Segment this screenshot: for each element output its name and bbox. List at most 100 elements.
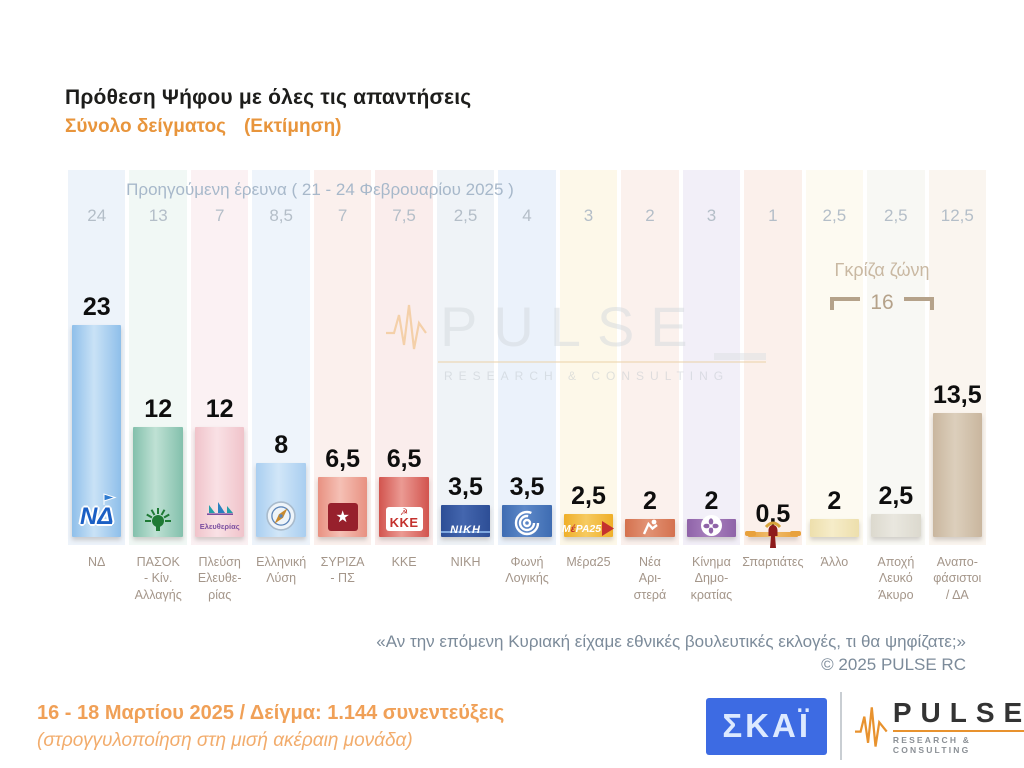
pulse-logo: PULSE RESEARCH & CONSULTING — [855, 697, 1024, 755]
page-subtitle: Σύνολο δείγματος (Εκτίμηση) — [65, 116, 342, 138]
previous-value: 13 — [148, 206, 168, 225]
pulse-logo-text: PULSE — [892, 697, 1024, 728]
previous-value: 8,5 — [269, 206, 293, 225]
bar-value-label: 2,5 — [571, 482, 606, 510]
party-label-syriza-ps: ΣΥΡΙΖΑ - ΠΣ — [320, 555, 365, 586]
party-column-nea-aristera: 2 2 Νέα Αρι-στερά — [621, 170, 679, 602]
party-column-kinima-dimokratias: 3 2 Κίνημα Δημο-κρατίας — [682, 170, 741, 602]
party-label-apochi-lefko-akyro: Αποχή Λευκό Άκυρο — [877, 555, 915, 602]
question-block: «Αν την επόμενη Κυριακή είχαμε εθνικές β… — [376, 631, 966, 677]
spartiates-warrior-icon — [764, 521, 782, 548]
nea-aristera-figure-icon — [642, 519, 658, 535]
previous-value: 2,5 — [884, 206, 908, 225]
bar-value-label: 12 — [205, 395, 234, 423]
party-column-nd: 24 23 ΝΔ ΝΔ — [68, 170, 126, 569]
bar-value-label: 2 — [827, 487, 842, 515]
subtitle-sample: Σύνολο δείγματος — [65, 116, 226, 137]
previous-value: 2,5 — [453, 206, 478, 225]
party-column-foni-logikis: 4 3,5 Φωνή Λογικής — [498, 170, 556, 585]
gray-zone-bracket-left — [830, 297, 861, 310]
party-column-pasok: 13 12 ΠΑΣΟΚ - Κίν. Αλλαγής — [129, 170, 187, 602]
spartiates-dash — [789, 531, 801, 536]
previous-value: 24 — [87, 206, 107, 225]
gray-zone-note: Γκρίζα ζώνη 16 — [792, 260, 972, 313]
page-title: Πρόθεση Ψήφου με όλες τις απαντήσεις — [65, 86, 472, 109]
party-label-allo: Άλλο — [820, 555, 849, 569]
bar-plefsi-eleftherias — [194, 427, 245, 537]
pulse-logo-rule — [892, 730, 1024, 732]
bar-nea-aristera — [625, 519, 675, 537]
party-label-plefsi-eleftherias: Πλεύση Ελευθε-ρίας — [197, 555, 242, 602]
previous-survey-label: Προηγούμενη έρευνα ( 21 - 24 Φεβρουαρίου… — [126, 180, 514, 199]
subtitle-estimate: (Εκτίμηση) — [243, 116, 342, 137]
bar-value-label: 3,5 — [509, 473, 545, 501]
previous-value: 3 — [583, 206, 594, 225]
previous-value: 3 — [706, 206, 717, 225]
bar-value-label: 6,5 — [325, 445, 360, 473]
party-label-anapofasistoi-da: Αναπο-φάσιστοι / ΔΑ — [933, 555, 982, 602]
previous-value: 4 — [522, 206, 532, 225]
bar-value-label: 3,5 — [448, 473, 483, 501]
gray-zone-value: 16 — [870, 291, 894, 314]
bar-value-label: 2,5 — [878, 482, 914, 510]
party-label-spartiates: Σπαρτιάτες — [742, 555, 804, 569]
gray-zone-bracket-right — [903, 297, 934, 310]
bar-value-label: 2 — [643, 487, 657, 515]
previous-value: 7,5 — [392, 206, 416, 225]
party-column-plefsi-eleftherias: 7 12 Ελευθερίας Πλεύση Ελευθε-ρίας — [190, 170, 249, 602]
previous-value: 7 — [214, 206, 225, 225]
skai-logo: ΣΚΑΪ — [706, 697, 828, 755]
party-label-nea-aristera: Νέα Αρι-στερά — [633, 555, 667, 602]
bar-value-label: 8 — [274, 431, 289, 459]
bar-value-label: 6,5 — [386, 445, 422, 473]
party-label-niki: ΝΙΚΗ — [450, 555, 481, 569]
pulse-logo-subtext: RESEARCH & CONSULTING — [892, 735, 972, 755]
copyright: © 2025 PULSE RC — [821, 654, 966, 674]
spartiates-dash — [745, 531, 757, 536]
bar-columns: 24 23 ΝΔ ΝΔ 13 12 ΠΑΣΟΚ - Κίν. Αλλαγής 7 12 Ελευθερ… — [68, 170, 987, 602]
party-column-anapofasistoi-da: 12,5 13,5 Αναπο-φάσιστοι / ΔΑ — [928, 170, 987, 602]
party-column-spartiates: 1 0,5 Σπαρτιάτες — [742, 170, 804, 569]
logo-strip: ΣΚΑΪ PULSE RESEARCH & CONSULTING — [706, 692, 1024, 760]
rounding-note: (στρογγυλοποίηση στη μισή ακέραιη μονάδα… — [37, 730, 413, 751]
previous-value: 2,5 — [822, 206, 847, 225]
bar-value-label: 12 — [144, 395, 173, 423]
previous-value: 12,5 — [940, 206, 974, 225]
party-column-apochi-lefko-akyro: 2,5 2,5 Αποχή Λευκό Άκυρο — [867, 170, 925, 602]
party-column-elliniki-lysi: 8,5 8 Ελληνική Λύση — [252, 170, 310, 585]
survey-question: «Αν την επόμενη Κυριακή είχαμε εθνικές β… — [376, 632, 966, 651]
previous-value: 7 — [337, 206, 348, 225]
nd-logo-icon: ΝΔ — [80, 493, 118, 531]
party-label-kke: ΚΚΕ — [391, 555, 417, 569]
fieldwork-note: 16 - 18 Μαρτίου 2025 / Δείγμα: 1.144 συν… — [37, 702, 505, 724]
party-label-nd: ΝΔ — [88, 555, 106, 569]
logo-divider — [840, 692, 843, 760]
bar-anapofasistoi-da — [932, 413, 983, 537]
kke-logo-icon: ☭ ΚΚΕ — [385, 507, 423, 531]
compass-icon — [266, 501, 296, 531]
bar-allo — [809, 519, 860, 537]
syriza-star-icon: ★ — [327, 503, 358, 531]
party-column-mera25: 3 2,5 ΜέΡΑ25 Μέρα25 — [559, 170, 618, 569]
kinima-flower-icon — [700, 515, 722, 536]
bar-chart: Προηγούμενη έρευνα ( 21 - 24 Φεβρουαρίου… — [68, 170, 987, 602]
party-label-pasok: ΠΑΣΟΚ - Κίν. Αλλαγής — [134, 555, 182, 602]
pulse-waveform-icon — [855, 707, 888, 747]
party-label-foni-logikis: Φωνή Λογικής — [505, 555, 549, 586]
plefsi-sailboat-icon: Ελευθερίας — [200, 500, 240, 531]
party-label-elliniki-lysi: Ελληνική Λύση — [256, 555, 307, 586]
party-column-kke: 7,5 6,5 ☭ ΚΚΕ ΚΚΕ — [375, 170, 433, 569]
previous-value: 1 — [768, 206, 778, 225]
foni-logikis-spiral-icon — [514, 510, 540, 536]
niki-logo-icon: ΝΙΚΗ — [441, 524, 490, 536]
previous-value: 2 — [645, 206, 655, 225]
party-label-kinima-dimokratias: Κίνημα Δημο-κρατίας — [690, 555, 733, 602]
bar-value-label: 2 — [704, 487, 719, 515]
party-label-mera25: Μέρα25 — [566, 555, 611, 569]
fieldwork-block: 16 - 18 Μαρτίου 2025 / Δείγμα: 1.144 συν… — [37, 702, 504, 752]
party-column-syriza-ps: 7 6,5 ★ ΣΥΡΙΖΑ - ΠΣ — [313, 170, 372, 585]
bar-value-label: 23 — [82, 293, 111, 321]
pasok-sun-icon — [145, 508, 172, 531]
bar-value-label: 13,5 — [932, 381, 982, 409]
party-column-niki: 2,5 3,5 ΝΙΚΗ ΝΙΚΗ — [436, 170, 495, 569]
